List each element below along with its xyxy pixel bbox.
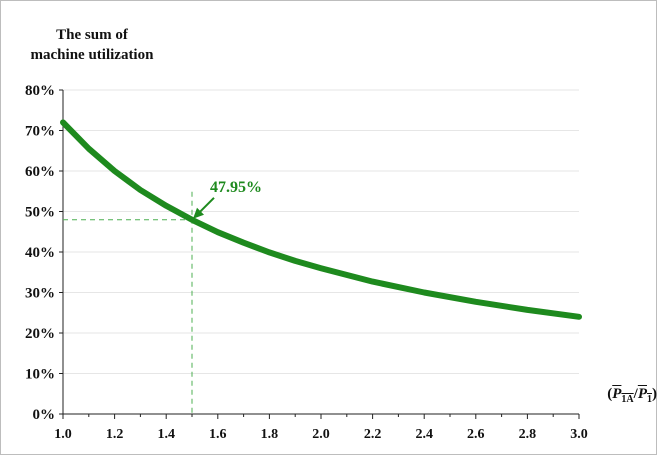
x-tick-label: 1.4 <box>157 427 175 442</box>
y-tick-label: 40% <box>25 245 55 261</box>
x-axis-label: (P1A/P1) <box>597 386 657 405</box>
y-tick-label: 0% <box>33 407 56 423</box>
x-tick-label: 1.6 <box>209 427 227 442</box>
x-axis-label-p1a-letter: P <box>612 386 622 402</box>
x-tick-label: 2.4 <box>415 427 433 442</box>
annotation-label: 47.95% <box>210 179 262 196</box>
y-tick-label: 10% <box>25 367 55 383</box>
x-axis-label-p1a: P1A <box>612 386 634 405</box>
x-axis-label-p1a-sub: 1A <box>621 394 634 405</box>
x-axis-label-p1-sub: 1 <box>647 394 652 405</box>
y-tick-label: 70% <box>25 124 55 140</box>
x-tick-label: 2.2 <box>364 427 382 442</box>
chart-title: The sum of machine utilization <box>7 25 177 65</box>
y-tick-label: 20% <box>25 326 55 342</box>
x-tick-label: 1.2 <box>106 427 124 442</box>
x-axis-label-slash: / <box>633 386 638 402</box>
x-axis-label-open: ( <box>607 386 613 402</box>
x-tick-label: 2.6 <box>467 427 485 442</box>
y-tick-label: 30% <box>25 286 55 302</box>
annotation-arrow-head <box>193 207 204 219</box>
chart-title-line-2: machine utilization <box>30 47 154 63</box>
y-tick-label: 60% <box>25 164 55 180</box>
y-tick-label: 50% <box>25 205 55 221</box>
x-axis-label-p1: P1 <box>637 386 652 405</box>
x-tick-label: 3.0 <box>570 427 588 442</box>
x-tick-label: 2.8 <box>519 427 537 442</box>
x-tick-label: 1.0 <box>54 427 72 442</box>
series-line <box>60 119 582 320</box>
x-axis-label-p1-letter: P <box>637 386 647 402</box>
x-axis-label-close: ) <box>652 386 657 402</box>
y-tick-label: 80% <box>25 83 55 99</box>
x-tick-label: 1.8 <box>261 427 279 442</box>
chart-title-line-1: The sum of <box>56 27 128 43</box>
x-tick-label: 2.0 <box>312 427 330 442</box>
